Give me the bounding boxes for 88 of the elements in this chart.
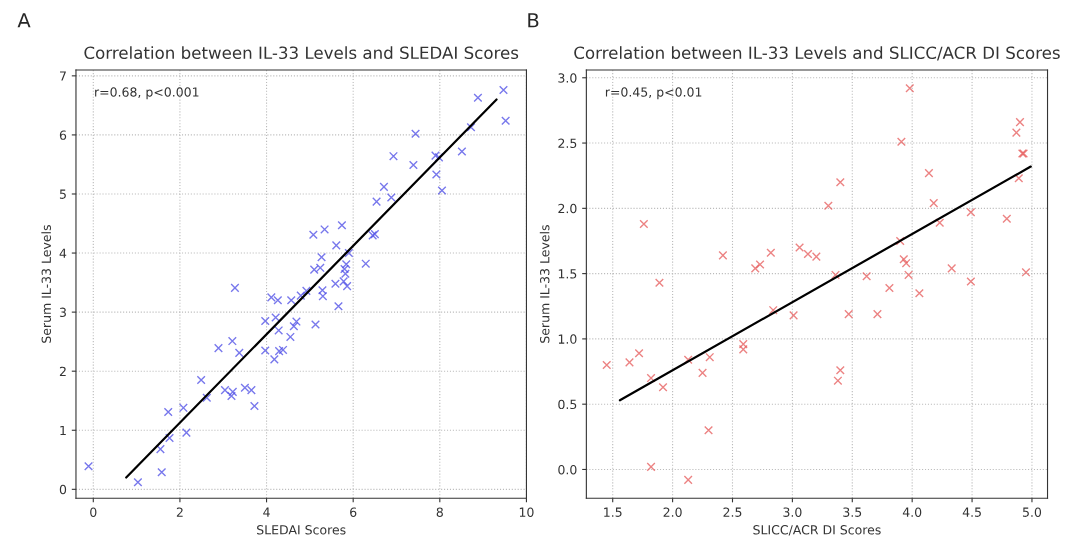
point (738, 344, 748, 354)
point (624, 357, 634, 367)
x-axis-title: SLEDAI Scores (257, 525, 346, 535)
point (683, 475, 693, 485)
x-tick-label: 4.0 (902, 507, 922, 517)
point (896, 137, 906, 147)
point (935, 218, 945, 228)
point (768, 305, 778, 315)
point (924, 168, 934, 178)
x-tick-label: 8 (436, 507, 443, 517)
point (683, 355, 693, 365)
point (1015, 117, 1025, 127)
point (658, 382, 668, 392)
text: A (17, 13, 31, 28)
y-tick-label: 2.0 (558, 203, 577, 214)
point (646, 373, 656, 383)
y-tick-label: 7 (60, 71, 66, 81)
x-tick-label: 1.5 (604, 507, 622, 517)
point (755, 259, 765, 269)
y-tick-label: 0.5 (558, 399, 577, 410)
annotation: r=0.68, p<0.001 (95, 87, 199, 100)
point (1014, 173, 1024, 183)
point (1002, 214, 1012, 224)
point (1021, 267, 1031, 277)
point (835, 177, 845, 187)
annotation: r=0.45, p<0.01 (605, 87, 702, 100)
point (823, 201, 833, 211)
x-tick-label: 2.5 (723, 507, 742, 517)
point (750, 263, 760, 273)
x-tick-label: 0 (90, 507, 97, 517)
y-tick-label: 2 (59, 366, 66, 376)
point (738, 339, 748, 349)
point (914, 288, 924, 298)
x-tick-label: 5.0 (1022, 507, 1042, 517)
point (705, 352, 715, 362)
point (884, 283, 894, 293)
point (795, 243, 805, 253)
x-tick-label: 4.5 (962, 507, 981, 517)
point (654, 278, 664, 288)
point (901, 258, 911, 268)
y-tick-label: 3 (59, 307, 66, 318)
point (929, 198, 939, 208)
y-tick-label: 4 (59, 248, 67, 258)
point (872, 309, 882, 319)
point (704, 425, 714, 435)
text: B (528, 13, 539, 28)
y-tick-label: 3.0 (558, 73, 577, 83)
y-tick-label: 2.5 (558, 138, 577, 148)
point (1011, 128, 1021, 138)
point (844, 309, 854, 319)
point (766, 248, 776, 258)
y-tick-label: 5 (59, 189, 66, 199)
point (718, 250, 728, 260)
x-tick-label: 6 (350, 507, 357, 517)
point (835, 365, 845, 375)
y-axis-title: Serum IL-33 Levels (41, 225, 52, 343)
x-tick-label: 2 (176, 507, 183, 517)
point (904, 270, 914, 280)
y-tick-label: 6 (59, 130, 67, 140)
x-axis-title: SLICC/ACR DI Scores (753, 525, 881, 536)
point (831, 270, 841, 280)
chart-title: Correlation between IL-33 Levels and SLICC/ACR DI Scores (574, 46, 1060, 61)
y-tick-label: 0.0 (558, 464, 577, 475)
point (966, 207, 976, 217)
x-tick-label: 3.0 (783, 507, 802, 517)
x-tick-label: 2.0 (663, 507, 682, 517)
point (862, 271, 872, 281)
point (905, 83, 915, 93)
y-tick-label: 1.0 (558, 334, 577, 344)
point (634, 348, 644, 358)
y-axis-title: Serum IL-33 Levels (539, 225, 550, 343)
point (895, 236, 905, 246)
point (789, 310, 799, 320)
point (602, 360, 612, 370)
point (833, 376, 843, 386)
point (947, 263, 957, 273)
y-tick-label: 1.5 (558, 269, 577, 279)
x-tick-label: 3.5 (843, 507, 862, 517)
y-tick-label: 0 (59, 484, 67, 495)
point (639, 219, 649, 229)
point (966, 276, 976, 286)
x-tick-label: 10 (519, 507, 534, 517)
point (646, 462, 656, 472)
point (899, 254, 909, 264)
x-tick-label: 4 (263, 507, 270, 517)
point (698, 368, 708, 378)
y-tick-label: 1 (60, 425, 66, 436)
chart-title: Correlation between IL-33 Levels and SLEDAI Scores (84, 46, 519, 60)
